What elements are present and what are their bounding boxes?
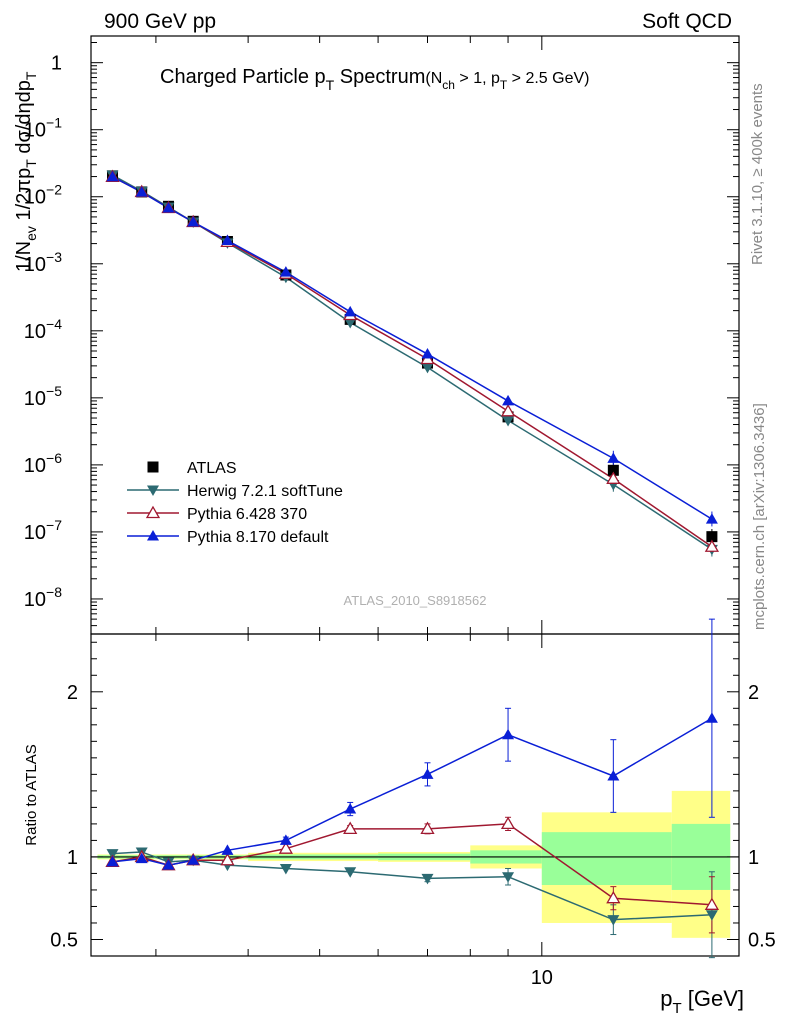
main-y-tick-labels: 1 10−1 10−2 10−3 10−4 10−5 10−6 10−7 10−8 [24,53,62,611]
rivet-version-label: Rivet 3.1.10, ≥ 400k events [749,83,766,265]
legend-entry: Pythia 8.170 default [187,529,329,546]
ratio-point [106,849,119,860]
ratio-y-tick-label-left: 2 [67,682,78,704]
ratio-point [500,816,516,830]
data-point [106,170,119,182]
ratio-point [607,770,620,781]
ratio-x-tick-labels: 10 [531,967,553,989]
ratio-point [343,821,358,835]
ratio-point [221,844,234,855]
legend-marker [145,505,161,519]
main-y-tick-label: 10−7 [24,517,62,544]
x-tick-label: 10 [531,967,553,989]
ratio-uncertainty-bands [91,790,739,938]
ratio-y-tick-label-right: 1 [748,847,759,869]
data-point [344,305,357,317]
ratio-y-axis-label: Ratio to ATLAS [23,744,40,845]
ratio-point [420,821,435,835]
ratio-axis-ticks [91,634,739,957]
main-title: Charged Particle pT Spectrum(Nch > 1, pT… [160,66,589,93]
legend-entry: Pythia 6.428 370 [187,506,307,523]
ratio-y-tick-label-left: 0.5 [50,929,78,951]
ratio-point [502,728,515,740]
ratio-y-tick-label-right: 2 [748,682,759,704]
main-axis-ticks [91,36,739,635]
data-point [705,513,718,524]
data-point [704,539,720,552]
legend-marker [147,530,159,541]
main-y-tick-label: 10−1 [24,115,62,142]
ratio-point [705,712,718,723]
x-axis-label: pT [GeV] [660,986,744,1017]
ratio-point [106,855,119,867]
data-point [421,348,434,359]
ratio-point [187,854,200,865]
mcplots-label: mcplots.cern.ch [arXiv:1306.3436] [751,403,768,630]
ratio-point [278,841,293,854]
main-series-layer [105,169,720,557]
legend: ATLAS Herwig 7.2.1 softTune Pythia 6.428 3… [127,460,343,546]
ratio-point [344,867,357,878]
ratio-point [705,910,718,921]
legend-marker [147,485,159,496]
data-point [279,266,292,277]
legend-entry: Herwig 7.2.1 softTune [187,483,343,500]
ratio-point [279,834,292,845]
data-point [606,471,621,484]
legend-marker [147,461,159,473]
main-y-tick-label: 10−8 [24,584,62,611]
ratio-y-tick-label-right: 0.5 [748,929,776,951]
analysis-watermark: ATLAS_2010_S8918562 [344,593,487,608]
ratio-point [704,897,720,910]
ratio-panel-frame [90,633,740,957]
main-y-tick-label: 10−4 [24,316,62,343]
data-point [187,215,200,227]
ratio-series-layer [105,618,720,959]
header-left: 900 GeV pp [104,10,216,33]
ratio-point [279,863,292,875]
stat-uncertainty-band [541,832,672,885]
main-y-axis-label: 1/Nev 1/2πpT dσ/dηdpT [13,71,39,272]
ratio-point [162,859,175,870]
data-point [607,452,620,463]
main-y-tick-label: 10−6 [24,450,62,477]
ratio-point [344,803,357,814]
ratio-point [607,915,620,926]
data-point [344,318,357,329]
main-y-tick-label: 10−2 [24,182,62,209]
ratio-point [421,873,434,885]
ratio-point [606,890,621,904]
ratio-point [421,768,434,779]
data-point [221,234,234,246]
ratio-point [135,852,148,864]
header-right: Soft QCD [642,10,732,33]
ratio-y-tick-label-left: 1 [67,847,78,869]
main-y-tick-label: 10−3 [24,249,62,276]
data-point [162,201,175,213]
ratio-point [220,852,235,866]
main-y-tick-label: 1 [51,53,62,75]
data-point [607,464,619,476]
ratio-point [502,872,515,883]
data-point [502,394,515,406]
data-point [421,362,434,374]
data-point [500,403,516,417]
data-point [706,531,718,543]
data-point [135,186,148,197]
ratio-y-tick-labels: 0.5 0.5 1 1 2 2 [50,682,776,952]
main-y-tick-label: 10−5 [24,383,62,410]
legend-entry: ATLAS [187,460,237,477]
data-point [502,415,515,427]
